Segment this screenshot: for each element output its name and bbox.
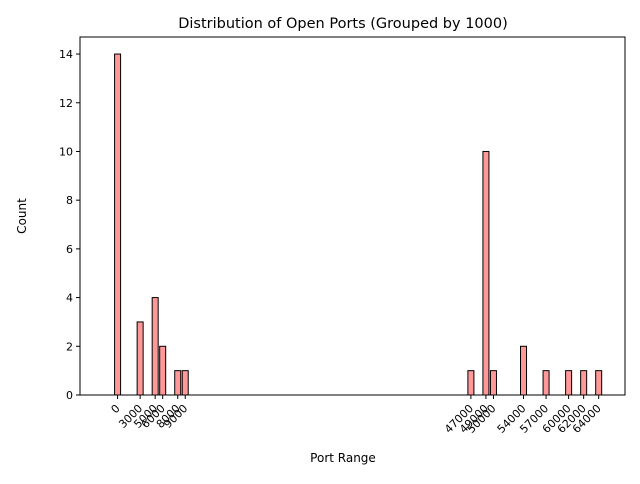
y-ticks-layer: 0 2 4 6 8 10 12 14 bbox=[59, 48, 80, 402]
bar bbox=[151, 297, 159, 396]
bar bbox=[489, 370, 497, 396]
bars-layer bbox=[114, 53, 603, 396]
bar bbox=[174, 370, 182, 396]
bar bbox=[136, 321, 144, 396]
y-tick-label: 12 bbox=[59, 97, 73, 110]
y-tick-label: 10 bbox=[59, 145, 73, 158]
y-tick-label: 8 bbox=[66, 194, 73, 207]
bar bbox=[595, 370, 603, 396]
y-tick-label: 6 bbox=[66, 243, 73, 256]
x-axis-label: Port Range bbox=[310, 451, 376, 465]
plot-frame bbox=[79, 36, 626, 396]
bar bbox=[482, 150, 490, 396]
y-tick-label: 14 bbox=[59, 48, 73, 61]
bar bbox=[580, 370, 588, 396]
y-tick-label: 2 bbox=[66, 340, 73, 353]
bar bbox=[565, 370, 573, 396]
bar bbox=[181, 370, 189, 396]
y-tick-label: 4 bbox=[66, 292, 73, 305]
x-tick-label: 0 bbox=[109, 402, 123, 416]
y-tick-label: 0 bbox=[66, 389, 73, 402]
bar bbox=[542, 370, 550, 396]
bar bbox=[520, 345, 528, 396]
bar bbox=[159, 345, 167, 396]
x-tick-label: 9000 bbox=[161, 402, 190, 431]
bar bbox=[114, 53, 122, 396]
y-axis-label: Count bbox=[15, 198, 29, 234]
bar bbox=[467, 370, 475, 396]
chart-title: Distribution of Open Ports (Grouped by 1… bbox=[178, 16, 508, 32]
axes-layer bbox=[79, 36, 626, 396]
